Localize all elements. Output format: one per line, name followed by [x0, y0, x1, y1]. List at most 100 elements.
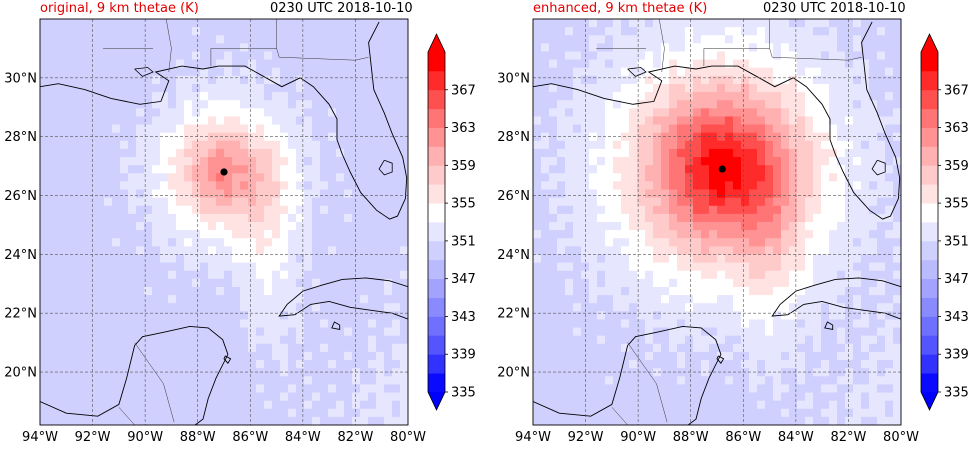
field-cell: [256, 173, 265, 182]
field-cell: [573, 189, 582, 199]
field-cell: [813, 254, 822, 264]
field-cell: [400, 59, 408, 69]
field-cell: [56, 83, 65, 93]
field-cell: [224, 27, 233, 36]
field-cell: [893, 59, 901, 69]
field-cell: [701, 213, 710, 223]
field-cell: [829, 181, 838, 191]
field-cell: [360, 148, 369, 158]
field-cell: [296, 148, 305, 158]
field-cell: [757, 35, 766, 44]
field-cell: [829, 270, 838, 280]
field-cell: [725, 140, 734, 150]
field-cell: [240, 278, 249, 288]
field-cell: [597, 92, 606, 101]
field-cell: [240, 262, 249, 272]
field-cell: [288, 360, 297, 369]
field-cell: [256, 116, 265, 126]
field-cell: [821, 205, 830, 215]
field-cell: [749, 157, 758, 166]
field-cell: [781, 311, 790, 321]
field-cell: [184, 384, 193, 394]
field-cell: [701, 351, 710, 361]
field-cell: [709, 319, 718, 329]
field-cell: [661, 262, 670, 272]
field-cell: [288, 83, 297, 93]
field-cell: [765, 238, 774, 247]
field-cell: [693, 246, 702, 256]
field-cell: [741, 197, 750, 207]
field-cell: [168, 108, 177, 118]
field-cell: [541, 100, 550, 109]
field-cell: [893, 213, 901, 223]
field-cell: [200, 416, 209, 425]
field-cell: [368, 343, 377, 353]
field-cell: [717, 254, 726, 264]
field-cell: [773, 197, 782, 207]
field-cell: [208, 157, 217, 166]
field-cell: [749, 230, 758, 239]
field-cell: [400, 392, 408, 402]
field-cell: [701, 286, 710, 296]
field-cell: [877, 27, 886, 36]
field-cell: [152, 319, 161, 329]
field-cell: [589, 59, 598, 69]
field-cell: [549, 343, 558, 353]
field-cell: [80, 205, 89, 215]
storm-center-marker: [718, 165, 726, 173]
field-cell: [557, 213, 566, 223]
field-cell: [280, 43, 289, 53]
field-cell: [669, 400, 678, 410]
field-cell: [717, 197, 726, 207]
field-cell: [781, 132, 790, 142]
field-cell: [72, 75, 81, 85]
field-cell: [64, 392, 73, 402]
field-cell: [40, 189, 49, 199]
field-cell: [200, 124, 209, 134]
field-cell: [328, 43, 337, 53]
field-cell: [104, 368, 113, 377]
field-cell: [376, 360, 385, 369]
field-cell: [781, 51, 790, 61]
field-cell: [685, 254, 694, 264]
field-cell: [80, 295, 89, 304]
field-cell: [877, 376, 886, 385]
field-cell: [304, 222, 313, 231]
field-cell: [120, 43, 129, 53]
field-cell: [885, 43, 894, 53]
field-cell: [733, 376, 742, 385]
field-cell: [749, 360, 758, 369]
field-cell: [613, 416, 622, 425]
field-cell: [557, 173, 566, 182]
field-cell: [72, 173, 81, 182]
field-cell: [813, 116, 822, 126]
field-cell: [589, 132, 598, 142]
field-cell: [368, 43, 377, 53]
field-cell: [160, 27, 169, 36]
field-cell: [200, 238, 209, 247]
field-cell: [280, 108, 289, 118]
field-cell: [805, 278, 814, 288]
field-cell: [96, 51, 105, 61]
field-cell: [344, 416, 353, 425]
field-cell: [120, 222, 129, 231]
field-cell: [765, 205, 774, 215]
field-cell: [885, 27, 894, 36]
field-cell: [272, 408, 281, 418]
field-cell: [80, 108, 89, 118]
field-cell: [685, 205, 694, 215]
field-cell: [56, 335, 65, 345]
colorbar-tick-label: 355: [451, 197, 476, 212]
field-cell: [40, 351, 49, 361]
field-cell: [176, 400, 185, 410]
field-cell: [725, 173, 734, 182]
field-cell: [112, 67, 121, 77]
field-cell: [192, 230, 201, 239]
field-cell: [144, 295, 153, 304]
field-cell: [565, 19, 574, 28]
field-cell: [136, 368, 145, 377]
field-cell: [861, 173, 870, 182]
field-cell: [869, 35, 878, 44]
field-cell: [605, 83, 614, 93]
field-cell: [168, 360, 177, 369]
